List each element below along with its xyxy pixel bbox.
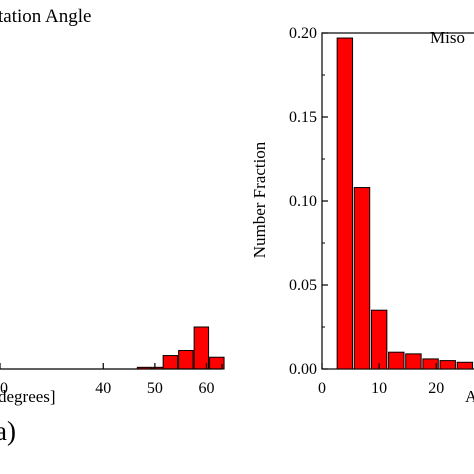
right-bars-group — [336, 37, 474, 370]
left-x-tick-label-1: 40 — [95, 380, 111, 397]
left-bar-4 — [193, 326, 210, 370]
left-x-ticks: 0 40 50 60 — [0, 363, 215, 397]
right-chart-title: Miso — [430, 28, 465, 47]
right-bar-4 — [405, 353, 422, 370]
right-bar-7 — [456, 361, 474, 370]
right-y-axis-label: Number Fraction — [250, 141, 269, 258]
left-bars-group — [136, 326, 225, 370]
right-x-tick-label-1: 10 — [371, 380, 387, 397]
left-bar-2 — [162, 355, 179, 370]
right-bar-5 — [422, 358, 439, 370]
right-bar-1 — [353, 187, 371, 370]
left-chart-panel: tation Angle 0 40 50 60 degrees] (a) — [0, 6, 225, 446]
right-bar-2 — [370, 309, 388, 370]
right-x-tick-label-0: 0 — [318, 380, 326, 397]
right-bar-0 — [336, 37, 354, 370]
left-x-tick-label-0: 0 — [0, 380, 8, 397]
right-y-tick-label-1: 0.05 — [289, 277, 317, 294]
left-bar-3 — [178, 350, 194, 370]
right-y-tick-label-3: 0.15 — [289, 109, 317, 126]
right-y-tick-label-4: 0.20 — [289, 25, 317, 42]
panel-label-a: (a) — [0, 416, 16, 446]
right-bar-3 — [388, 351, 405, 370]
left-x-tick-label-2: 50 — [147, 380, 163, 397]
left-x-axis-label: degrees] — [0, 387, 56, 406]
right-bar-6 — [439, 360, 456, 370]
right-y-tick-label-2: 0.10 — [289, 193, 317, 210]
right-x-axis-label: A — [465, 387, 474, 406]
right-x-ticks: 0 10 20 — [318, 363, 444, 397]
right-y-ticks: 0.00 0.05 0.10 0.15 0.20 — [289, 25, 328, 378]
right-chart-panel: Miso 0.00 0.05 0.10 0.15 0.20 0 10 20 Number F… — [250, 25, 474, 406]
right-x-tick-label-2: 20 — [428, 380, 444, 397]
left-x-tick-label-3: 60 — [199, 380, 215, 397]
left-chart-title: tation Angle — [0, 6, 91, 27]
right-y-tick-label-0: 0.00 — [289, 361, 317, 378]
